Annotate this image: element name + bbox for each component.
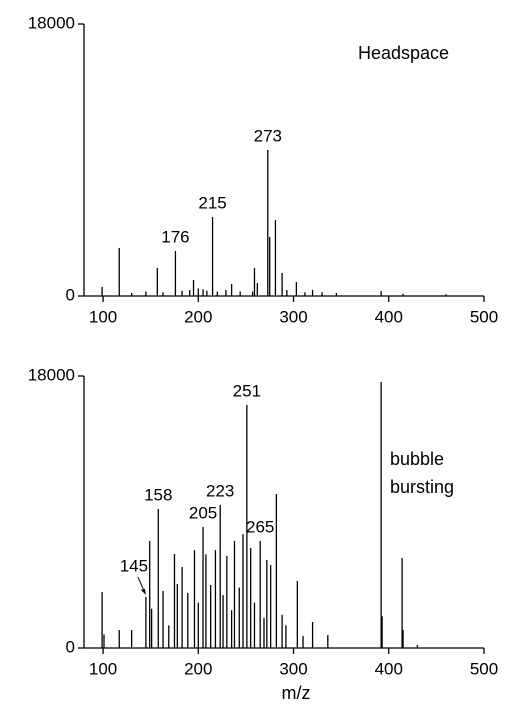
x-tick-label: 500: [470, 307, 498, 326]
peak-label: 223: [206, 482, 234, 501]
x-tick-label: 400: [375, 307, 403, 326]
x-axis-label: m/z: [282, 683, 311, 703]
panel-label: Headspace: [358, 43, 449, 63]
peak-label: 265: [246, 517, 274, 536]
y-tick-label: 0: [66, 285, 75, 304]
x-tick-label: 300: [279, 659, 307, 678]
arrow-head: [140, 588, 146, 595]
peak-label: 273: [254, 127, 282, 146]
x-tick-label: 200: [184, 307, 212, 326]
x-tick-label: 400: [375, 659, 403, 678]
peak-label: 145: [120, 556, 148, 575]
x-tick-label: 500: [470, 659, 498, 678]
x-tick-label: 100: [89, 307, 117, 326]
peak-label: 158: [144, 485, 172, 504]
x-tick-label: 300: [279, 307, 307, 326]
panel-label: bursting: [390, 477, 454, 497]
y-tick-label: 18000: [28, 13, 75, 32]
peak-label: 215: [198, 193, 226, 212]
peak-label: 205: [189, 503, 217, 522]
x-tick-label: 100: [89, 659, 117, 678]
peak-label: 176: [161, 227, 189, 246]
y-tick-label: 18000: [28, 365, 75, 384]
x-tick-label: 200: [184, 659, 212, 678]
y-tick-label: 0: [66, 637, 75, 656]
peak-label: 251: [233, 381, 261, 400]
panel-label: bubble: [390, 449, 444, 469]
